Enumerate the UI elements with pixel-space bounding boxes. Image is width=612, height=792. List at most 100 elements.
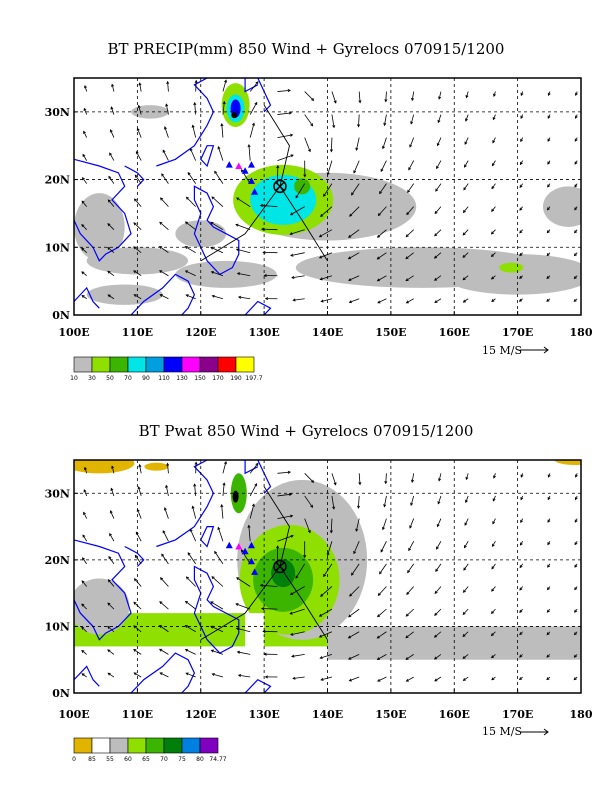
triangle-marker-icon — [251, 568, 259, 575]
wind-vector — [194, 461, 198, 465]
wind-vector — [111, 84, 115, 92]
wind-vector — [384, 480, 388, 485]
wind-vector — [376, 614, 381, 618]
wind-vector — [109, 129, 113, 133]
wind-vector — [490, 633, 494, 637]
panel-title-precip: BT PRECIP(mm) 850 Wind + Gyrelocs 070915… — [107, 40, 505, 58]
wind-vector — [319, 252, 333, 259]
wind-vector — [214, 170, 218, 174]
wind-vector — [491, 206, 496, 212]
wind-vector — [358, 114, 360, 127]
wind-vector — [492, 114, 496, 120]
wind-vector — [385, 91, 387, 102]
wind-vector — [137, 128, 142, 138]
wind-vector — [547, 564, 551, 568]
wind-vector — [491, 229, 496, 235]
wind-vector — [107, 672, 115, 678]
wind-vector — [492, 521, 496, 525]
wind-vector — [81, 271, 85, 275]
wind-vector — [304, 114, 313, 127]
wind-vector — [358, 473, 361, 485]
wind-vector — [319, 229, 333, 238]
wind-vector — [166, 80, 170, 85]
wind-vector — [136, 508, 140, 513]
wind-vector — [462, 654, 469, 659]
wind-vector — [318, 234, 323, 238]
wind-vector — [236, 272, 241, 276]
colorbar-swatch — [145, 356, 165, 373]
wind-vector — [110, 488, 115, 497]
wind-vector — [291, 654, 295, 658]
wind-vector — [211, 294, 215, 298]
wind-vector — [184, 246, 188, 249]
wind-vector — [349, 586, 360, 597]
wind-vector — [307, 148, 311, 153]
wind-vector — [348, 234, 352, 238]
wind-vector — [465, 495, 469, 503]
wind-vector — [464, 141, 468, 145]
wind-vector — [133, 672, 142, 678]
wind-vector — [546, 298, 550, 302]
wind-vector — [304, 518, 311, 533]
wind-vector — [82, 154, 88, 161]
wind-vector — [81, 603, 85, 607]
wind-vector — [137, 486, 141, 490]
wind-vector — [304, 495, 313, 508]
wind-vector — [288, 111, 293, 115]
colorbar-swatch — [235, 356, 255, 373]
wind-vector — [463, 567, 467, 571]
wind-vector — [277, 535, 294, 542]
wind-vector — [304, 91, 314, 101]
wind-vector — [264, 297, 269, 301]
map-area — [74, 460, 581, 693]
wind-vector — [376, 234, 381, 238]
wind-vector — [376, 278, 380, 282]
wind-vector — [406, 298, 414, 304]
wind-vector — [303, 174, 307, 178]
wind-vector — [462, 631, 469, 637]
wind-vector — [254, 483, 258, 487]
wind-vector — [333, 100, 337, 104]
wind-vector — [546, 654, 550, 658]
wind-vector — [167, 463, 169, 474]
wind-vector — [291, 275, 295, 279]
colorbar-label: 85 — [88, 756, 96, 763]
wind-vector — [464, 545, 467, 549]
wind-vector — [108, 175, 112, 179]
wind-vector — [276, 165, 280, 169]
wind-vector — [109, 533, 115, 542]
wind-vector — [235, 248, 240, 252]
wind-vector — [380, 168, 384, 173]
wind-vector — [83, 131, 88, 138]
wind-vector — [81, 603, 87, 610]
wind-vector — [520, 497, 524, 501]
wind-vector — [411, 473, 415, 483]
wind-vector — [318, 634, 323, 638]
wind-vector — [193, 101, 197, 106]
wind-vector — [133, 672, 137, 676]
colorbar-swatch — [73, 356, 93, 373]
colorbar-label: 60 — [124, 756, 132, 763]
wind-vector — [161, 173, 165, 177]
wind-vector — [165, 484, 169, 489]
wind-vector — [433, 277, 438, 281]
wind-vector — [326, 552, 330, 557]
wind-vector — [492, 137, 496, 143]
wind-vector — [405, 635, 409, 639]
wind-vector — [405, 278, 409, 282]
lat-tick-label: 10N — [45, 241, 70, 254]
wind-vector — [353, 160, 360, 174]
wind-vector — [405, 256, 409, 260]
wind-vector — [134, 174, 142, 184]
wind-vector — [107, 270, 111, 274]
wind-vector — [546, 207, 550, 211]
wind-vector — [310, 123, 314, 127]
wind-vector — [184, 270, 189, 274]
wind-vector — [405, 678, 409, 682]
wind-vector — [462, 209, 466, 214]
wind-vector — [185, 294, 189, 298]
wind-vector — [159, 672, 169, 678]
wind-vector — [264, 675, 268, 679]
wind-vector — [406, 586, 414, 595]
wind-vector — [353, 550, 357, 555]
